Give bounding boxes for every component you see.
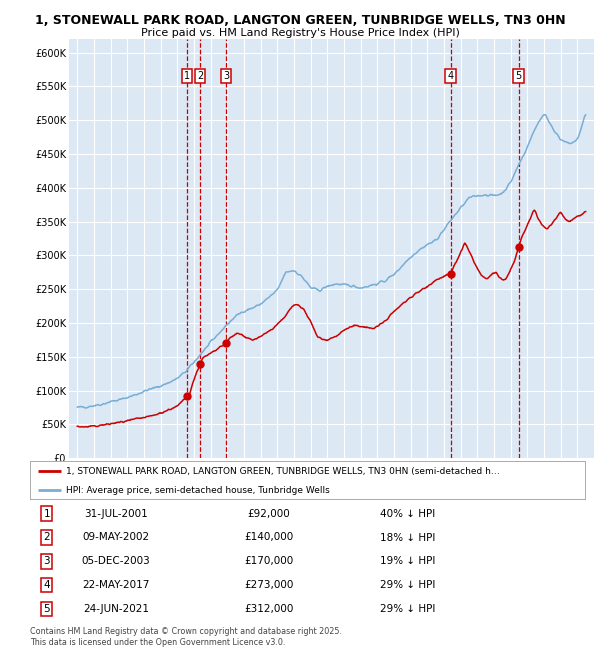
Text: 05-DEC-2003: 05-DEC-2003	[82, 556, 151, 566]
Text: Price paid vs. HM Land Registry's House Price Index (HPI): Price paid vs. HM Land Registry's House …	[140, 28, 460, 38]
Text: £312,000: £312,000	[244, 604, 293, 614]
Text: 3: 3	[43, 556, 50, 566]
Text: 4: 4	[43, 580, 50, 590]
Text: 22-MAY-2017: 22-MAY-2017	[82, 580, 150, 590]
Text: 1, STONEWALL PARK ROAD, LANGTON GREEN, TUNBRIDGE WELLS, TN3 0HN: 1, STONEWALL PARK ROAD, LANGTON GREEN, T…	[35, 14, 565, 27]
Text: 40% ↓ HPI: 40% ↓ HPI	[380, 509, 435, 519]
Text: 31-JUL-2001: 31-JUL-2001	[84, 509, 148, 519]
Text: 1: 1	[43, 509, 50, 519]
Text: 29% ↓ HPI: 29% ↓ HPI	[380, 580, 435, 590]
Text: Contains HM Land Registry data © Crown copyright and database right 2025.
This d: Contains HM Land Registry data © Crown c…	[30, 627, 342, 647]
Text: 1: 1	[184, 72, 190, 81]
Text: £170,000: £170,000	[244, 556, 293, 566]
Text: 2: 2	[43, 532, 50, 543]
Text: 29% ↓ HPI: 29% ↓ HPI	[380, 604, 435, 614]
Text: 5: 5	[515, 72, 522, 81]
Text: £273,000: £273,000	[244, 580, 293, 590]
Text: 2: 2	[197, 72, 203, 81]
Text: £140,000: £140,000	[244, 532, 293, 543]
Text: 24-JUN-2021: 24-JUN-2021	[83, 604, 149, 614]
Text: 3: 3	[223, 72, 229, 81]
Text: 5: 5	[43, 604, 50, 614]
Text: 1, STONEWALL PARK ROAD, LANGTON GREEN, TUNBRIDGE WELLS, TN3 0HN (semi-detached h: 1, STONEWALL PARK ROAD, LANGTON GREEN, T…	[66, 467, 500, 476]
Text: HPI: Average price, semi-detached house, Tunbridge Wells: HPI: Average price, semi-detached house,…	[66, 486, 330, 495]
Text: 18% ↓ HPI: 18% ↓ HPI	[380, 532, 435, 543]
Text: 09-MAY-2002: 09-MAY-2002	[82, 532, 149, 543]
Text: 19% ↓ HPI: 19% ↓ HPI	[380, 556, 435, 566]
Text: £92,000: £92,000	[247, 509, 290, 519]
Text: 4: 4	[448, 72, 454, 81]
